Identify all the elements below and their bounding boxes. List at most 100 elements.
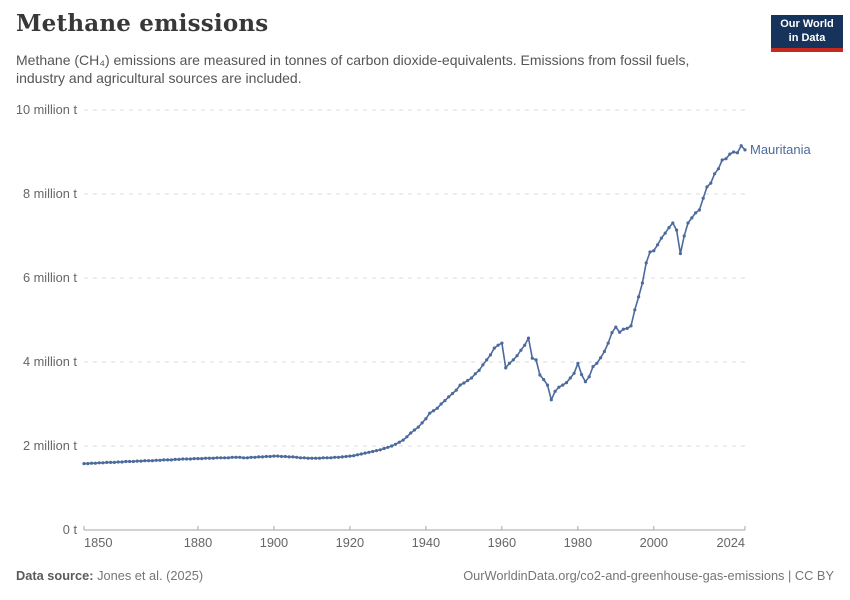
data-point-marker <box>420 421 424 425</box>
data-point-marker <box>181 457 185 461</box>
license-credit: OurWorldinData.org/co2-and-greenhouse-ga… <box>463 568 834 583</box>
data-point-marker <box>359 452 363 456</box>
data-point-marker <box>223 456 227 460</box>
series-entity-label[interactable]: Mauritania <box>750 141 811 157</box>
data-point-marker <box>443 399 447 403</box>
data-point-marker <box>485 358 489 362</box>
data-point-marker <box>488 353 493 357</box>
data-point-marker <box>238 455 242 459</box>
data-point-marker <box>401 438 405 442</box>
y-axis-tick-label: 2 million t <box>22 438 77 453</box>
data-point-marker <box>397 440 401 444</box>
data-point-marker <box>610 331 614 335</box>
data-point-marker <box>219 456 223 460</box>
data-point-marker <box>633 308 637 312</box>
data-point-marker <box>526 336 531 340</box>
data-point-marker <box>86 462 90 466</box>
x-axis-tick-label: 2000 <box>639 535 669 550</box>
data-point-marker <box>101 461 105 465</box>
owid-logo[interactable]: Our World in Data <box>771 15 843 52</box>
data-point-marker <box>675 228 679 232</box>
data-point-marker <box>462 381 466 385</box>
data-point-marker <box>538 373 542 377</box>
data-point-marker <box>682 234 686 238</box>
data-point-marker <box>644 261 648 265</box>
data-point-marker <box>576 361 580 365</box>
data-point-marker <box>336 455 341 459</box>
data-point-marker <box>242 456 246 460</box>
data-point-marker <box>678 252 683 256</box>
data-point-marker <box>287 455 291 459</box>
data-point-marker <box>158 458 162 462</box>
data-point-marker <box>652 249 656 253</box>
data-point-marker <box>568 376 572 380</box>
data-point-marker <box>492 346 496 350</box>
data-point-marker <box>321 456 325 460</box>
data-point-marker <box>724 157 728 161</box>
data-point-marker <box>412 428 417 432</box>
data-point-marker <box>329 456 333 460</box>
data-point-marker <box>739 144 743 148</box>
data-point-marker <box>473 372 477 376</box>
data-point-marker <box>279 454 284 459</box>
data-point-marker <box>504 366 508 370</box>
data-point-marker <box>348 454 352 458</box>
data-point-marker <box>185 457 189 461</box>
data-point-marker <box>450 391 455 396</box>
data-point-marker <box>454 388 458 392</box>
y-axis-tick-label: 10 million t <box>15 102 77 117</box>
data-point-marker <box>595 361 599 365</box>
data-point-marker <box>150 459 154 463</box>
data-point-marker <box>648 250 652 254</box>
data-point-marker <box>515 354 519 358</box>
data-point-marker <box>147 459 151 463</box>
data-point-marker <box>602 349 607 354</box>
data-point-marker <box>295 455 299 459</box>
data-point-marker <box>367 450 371 454</box>
data-point-marker <box>325 456 329 460</box>
data-point-marker <box>705 185 709 189</box>
data-point-marker <box>139 459 143 463</box>
data-point-marker <box>519 348 523 352</box>
x-axis-tick-label: 1880 <box>183 535 213 550</box>
data-point-marker <box>591 365 595 369</box>
data-point-marker <box>500 341 504 345</box>
data-point-marker <box>542 378 546 382</box>
data-point-marker <box>694 211 698 215</box>
y-axis-tick-label: 8 million t <box>22 186 77 201</box>
data-point-marker <box>496 343 500 347</box>
data-point-marker <box>671 221 675 225</box>
chart-title: Methane emissions <box>16 10 269 37</box>
data-point-marker <box>530 356 534 360</box>
data-point-marker <box>371 449 375 454</box>
mauritania-data-line <box>83 144 746 465</box>
data-point-marker <box>561 383 565 387</box>
data-point-marker <box>428 411 432 415</box>
data-point-marker <box>405 435 409 439</box>
data-point-marker <box>386 445 390 449</box>
data-point-marker <box>192 457 196 461</box>
data-point-marker <box>732 150 736 154</box>
data-point-marker <box>226 456 230 460</box>
data-point-marker <box>728 152 732 156</box>
data-point-marker <box>314 456 318 460</box>
data-point-marker <box>534 358 538 362</box>
data-point-marker <box>93 461 97 465</box>
data-point-marker <box>276 454 280 458</box>
data-point-marker <box>580 373 584 377</box>
data-point-marker <box>625 326 629 330</box>
data-point-marker <box>302 456 306 460</box>
data-point-marker <box>97 461 101 465</box>
data-point-marker <box>128 459 132 464</box>
data-point-marker <box>690 216 694 220</box>
data-point-marker <box>162 458 166 462</box>
owid-logo-line2: in Data <box>788 31 826 44</box>
data-point-marker <box>709 181 713 185</box>
data-point-marker <box>283 454 287 459</box>
data-point-marker <box>564 381 569 385</box>
data-point-marker <box>272 454 276 458</box>
data-point-marker <box>306 456 310 460</box>
data-point-marker <box>298 456 303 460</box>
y-axis-tick-label: 0 t <box>62 522 77 537</box>
